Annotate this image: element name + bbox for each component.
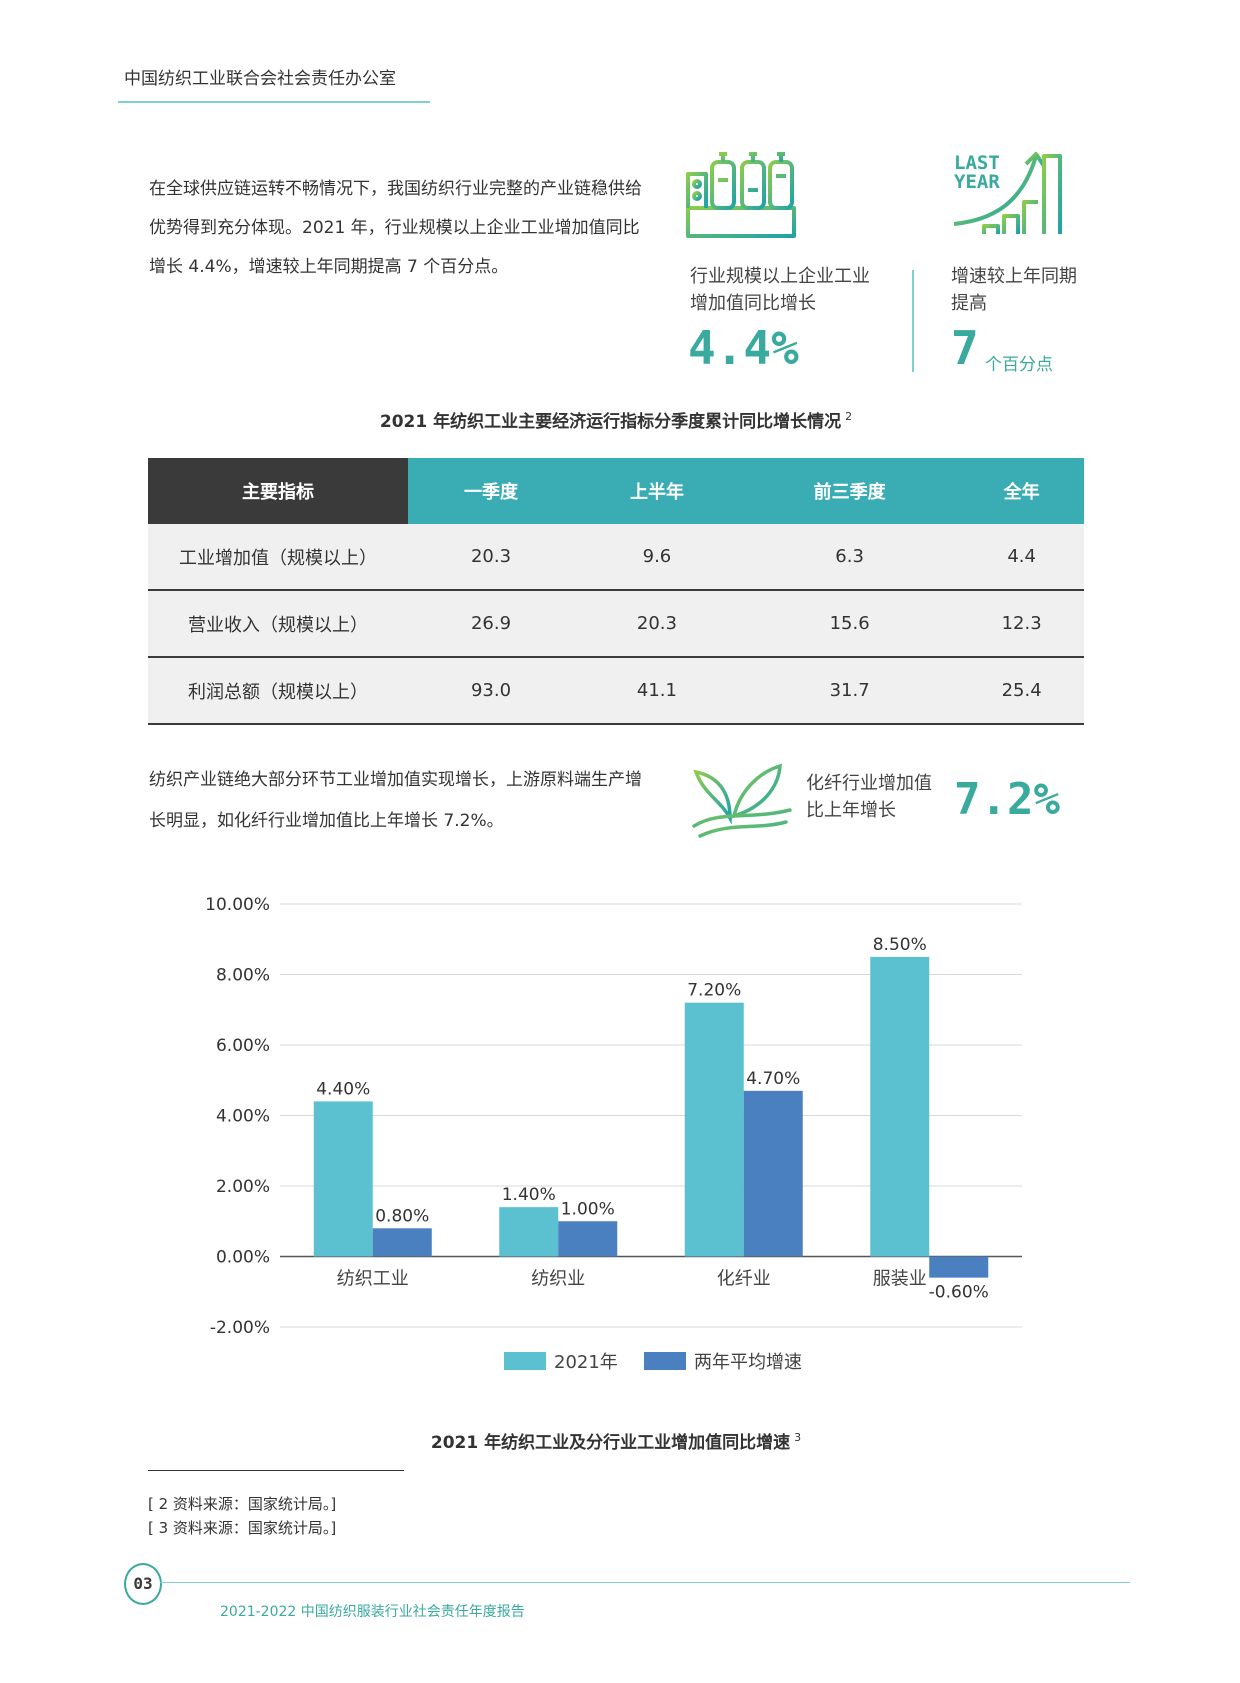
- bar-chart: 10.00% 8.00% 6.00% 4.00% 2.00% 0.00% -2.00% 4.4…: [205, 895, 1022, 1338]
- stat2-label: 增速较上年同期 提高: [951, 263, 1077, 317]
- report-title: 2021-2022 中国纺织服装行业社会责任年度报告: [220, 1604, 525, 1620]
- stat1-label-line1: 行业规模以上企业工业: [690, 266, 870, 287]
- leaf-icon: [692, 763, 792, 838]
- indicator-table: 主要指标 一季度 上半年 前三季度 全年 工业增加值（规模以上） 20.3 9.…: [148, 458, 1084, 725]
- data-label: 8.50%: [873, 935, 927, 955]
- table-cell: 营业收入（规模以上）: [148, 590, 408, 658]
- stat2-unit: 个百分点: [985, 355, 1053, 375]
- x-tick-label: 纺织业: [531, 1269, 585, 1290]
- stat1-label-line2: 增加值同比增长: [690, 293, 816, 314]
- y-tick-label: 10.00%: [205, 895, 270, 915]
- stat2-label-line2: 提高: [951, 293, 987, 314]
- data-label: -0.60%: [929, 1283, 989, 1303]
- table-cell: 4.4: [959, 524, 1084, 591]
- fiber-label-line2: 比上年增长: [806, 800, 896, 821]
- last-text: LAST: [954, 152, 1000, 174]
- table-cell: 26.9: [408, 590, 574, 658]
- industry-paragraph: 纺织产业链绝大部分环节工业增加值实现增长，上游原料端生产增长明显，如化纤行业增加…: [149, 770, 642, 831]
- growth-chart-icon: LAST YEAR: [952, 150, 1072, 240]
- data-label: 7.20%: [687, 981, 741, 1001]
- table-header-cell: 前三季度: [739, 458, 960, 524]
- bar: [929, 1256, 989, 1278]
- table-row: 营业收入（规模以上） 26.9 20.3 15.6 12.3: [148, 590, 1084, 658]
- table-cell: 利润总额（规模以上）: [148, 657, 408, 725]
- table-cell: 9.6: [573, 524, 740, 591]
- table-cell: 15.6: [739, 590, 960, 658]
- table-cell: 31.7: [739, 657, 960, 725]
- legend-label: 2021年: [554, 1352, 618, 1373]
- stat1-value: 4.4%: [688, 321, 799, 375]
- footer-rule: [160, 1582, 1130, 1583]
- data-label: 4.40%: [316, 1079, 370, 1099]
- table-cell: 20.3: [573, 590, 740, 658]
- legend-label: 两年平均增速: [694, 1352, 802, 1373]
- table-cell: 工业增加值（规模以上）: [148, 524, 408, 591]
- last-year-text: LAST YEAR: [954, 154, 1000, 192]
- footnote-divider: [148, 1470, 404, 1471]
- bar: [313, 1101, 373, 1257]
- fiber-label-line1: 化纤行业增加值: [806, 773, 932, 794]
- table-cell: 20.3: [408, 524, 574, 591]
- bar: [499, 1207, 559, 1257]
- y-tick-label: 8.00%: [216, 966, 270, 986]
- bar: [558, 1221, 618, 1257]
- stats-divider: [912, 270, 914, 372]
- bar: [684, 1002, 744, 1257]
- y-tick-label: 4.00%: [216, 1107, 270, 1127]
- stat2-label-line1: 增速较上年同期: [951, 266, 1077, 287]
- table-cell: 12.3: [959, 590, 1084, 658]
- table-cell: 6.3: [739, 524, 960, 591]
- fiber-label: 化纤行业增加值 比上年增长: [806, 770, 932, 824]
- table-caption-text: 2021 年纺织工业主要经济运行指标分季度累计同比增长情况: [379, 412, 842, 432]
- legend-swatch: [644, 1352, 686, 1370]
- stat1-label: 行业规模以上企业工业 增加值同比增长: [690, 263, 870, 317]
- chart-caption-text: 2021 年纺织工业及分行业工业增加值同比增速: [430, 1433, 791, 1453]
- year-text: YEAR: [954, 171, 1000, 193]
- footnote: [ 2 资料来源：国家统计局。]: [148, 1495, 337, 1513]
- stat2-value: 7: [951, 321, 979, 375]
- table-caption-note: 2: [845, 410, 853, 424]
- data-label: 1.40%: [502, 1185, 556, 1205]
- y-tick-label: 0.00%: [216, 1248, 270, 1268]
- y-tick-label: 2.00%: [216, 1177, 270, 1197]
- footnote: [ 3 资料来源：国家统计局。]: [148, 1519, 337, 1537]
- y-tick-label: 6.00%: [216, 1036, 270, 1056]
- y-tick-label: -2.00%: [210, 1318, 270, 1338]
- x-tick-label: 服装业: [873, 1269, 927, 1290]
- table-header-cell: 一季度: [408, 458, 574, 524]
- page-number: 03: [124, 1563, 162, 1605]
- table-header-row: 主要指标 一季度 上半年 前三季度 全年: [148, 458, 1084, 524]
- table-header-cell: 上半年: [573, 458, 740, 524]
- table-header-cell: 全年: [959, 458, 1084, 524]
- table-row: 利润总额（规模以上） 93.0 41.1 31.7 25.4: [148, 657, 1084, 725]
- data-label: 4.70%: [746, 1069, 800, 1089]
- intro-paragraph: 在全球供应链运转不畅情况下，我国纺织行业完整的产业链稳供给优势得到充分体现。20…: [149, 179, 642, 277]
- bar: [743, 1090, 803, 1257]
- x-tick-label: 化纤业: [717, 1269, 771, 1290]
- bar: [870, 956, 930, 1257]
- table-cell: 25.4: [959, 657, 1084, 725]
- x-tick-label: 纺织工业: [337, 1269, 409, 1290]
- header-org: 中国纺织工业联合会社会责任办公室: [124, 69, 396, 89]
- table-caption: 2021 年纺织工业主要经济运行指标分季度累计同比增长情况 2: [148, 407, 1084, 432]
- chart-caption: 2021 年纺织工业及分行业工业增加值同比增速 3: [148, 1428, 1084, 1453]
- data-label: 0.80%: [375, 1206, 429, 1226]
- table-row: 工业增加值（规模以上） 20.3 9.6 6.3 4.4: [148, 524, 1084, 591]
- chart-legend: 2021年 两年平均增速: [504, 1352, 802, 1373]
- table-cell: 41.1: [573, 657, 740, 725]
- table-header-cell: 主要指标: [148, 458, 408, 524]
- bar: [372, 1228, 432, 1257]
- fiber-value: 7.2%: [954, 774, 1060, 825]
- chart-caption-note: 3: [794, 1431, 802, 1445]
- factory-icon: [686, 152, 796, 238]
- data-label: 1.00%: [561, 1199, 615, 1219]
- header-divider: [118, 101, 430, 103]
- legend-swatch: [504, 1352, 546, 1370]
- table-cell: 93.0: [408, 657, 574, 725]
